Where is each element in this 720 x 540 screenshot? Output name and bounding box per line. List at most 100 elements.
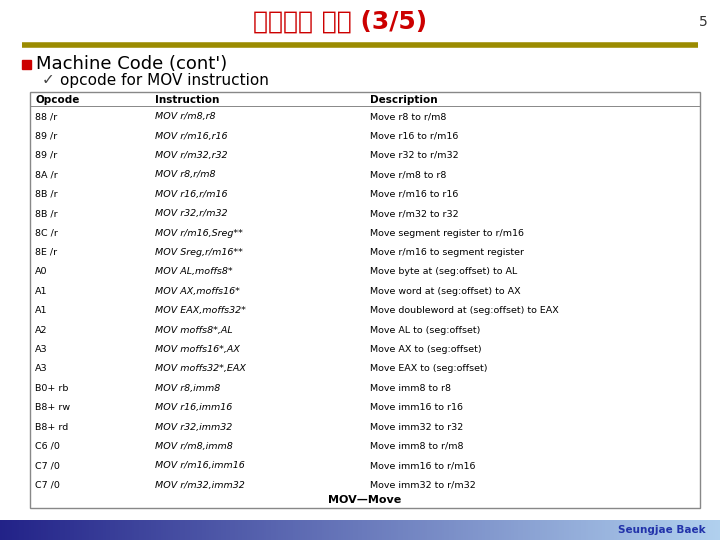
Bar	[261, 520, 264, 540]
Bar	[38, 520, 41, 540]
Bar	[473, 520, 476, 540]
Bar	[487, 520, 490, 540]
Bar	[578, 520, 581, 540]
Bar	[367, 520, 370, 540]
Bar	[266, 520, 269, 540]
Bar	[43, 520, 46, 540]
Bar	[22, 60, 31, 69]
Bar	[650, 520, 653, 540]
Bar	[689, 520, 692, 540]
Text: A1: A1	[35, 287, 48, 296]
Bar	[538, 520, 541, 540]
Text: MOV moffs8*,AL: MOV moffs8*,AL	[155, 326, 233, 335]
Bar	[598, 520, 600, 540]
Bar	[45, 520, 48, 540]
Bar	[0, 520, 3, 540]
Bar	[672, 520, 675, 540]
Text: Seungjae Baek: Seungjae Baek	[618, 525, 706, 535]
Text: B0+ rb: B0+ rb	[35, 384, 68, 393]
Bar	[180, 520, 183, 540]
Bar	[315, 520, 318, 540]
Bar	[216, 520, 219, 540]
Bar	[319, 520, 322, 540]
Text: C6 /0: C6 /0	[35, 442, 60, 451]
Bar	[14, 520, 17, 540]
Bar	[72, 520, 75, 540]
Bar	[302, 520, 305, 540]
Bar	[535, 520, 538, 540]
Bar	[348, 520, 351, 540]
Bar	[574, 520, 577, 540]
Bar	[63, 520, 66, 540]
Bar	[50, 520, 53, 540]
Text: Move AL to (seg:offset): Move AL to (seg:offset)	[370, 326, 480, 335]
Bar	[343, 520, 346, 540]
Bar	[341, 520, 343, 540]
Bar	[614, 520, 617, 540]
Bar	[542, 520, 545, 540]
Bar	[274, 520, 276, 540]
Text: C7 /0: C7 /0	[35, 481, 60, 490]
Bar	[41, 520, 44, 540]
Bar	[531, 520, 534, 540]
Bar	[336, 520, 339, 540]
Bar	[331, 520, 334, 540]
Bar	[569, 520, 572, 540]
Bar	[369, 520, 372, 540]
Bar	[79, 520, 82, 540]
Bar	[667, 520, 670, 540]
Text: 89 /r: 89 /r	[35, 151, 58, 160]
Bar	[365, 520, 368, 540]
Bar	[55, 520, 58, 540]
Text: Move word at (seg:offset) to AX: Move word at (seg:offset) to AX	[370, 287, 521, 296]
Bar	[617, 520, 620, 540]
Bar	[130, 520, 132, 540]
Bar	[333, 520, 336, 540]
Bar	[149, 520, 152, 540]
Bar	[562, 520, 564, 540]
Bar	[492, 520, 495, 540]
Bar	[240, 520, 243, 540]
Bar	[468, 520, 471, 540]
Text: MOV r/m32,imm32: MOV r/m32,imm32	[155, 481, 245, 490]
Bar	[228, 520, 231, 540]
Bar	[549, 520, 552, 540]
Bar	[619, 520, 622, 540]
Bar	[113, 520, 116, 540]
Bar	[70, 520, 73, 540]
Bar	[475, 520, 478, 540]
Text: Move EAX to (seg:offset): Move EAX to (seg:offset)	[370, 364, 487, 373]
Bar	[132, 520, 135, 540]
Bar	[127, 520, 130, 540]
Bar	[187, 520, 190, 540]
Bar	[439, 520, 442, 540]
Bar	[583, 520, 586, 540]
Bar	[593, 520, 595, 540]
Bar	[243, 520, 246, 540]
Bar	[715, 520, 718, 540]
Bar	[504, 520, 507, 540]
Bar	[675, 520, 678, 540]
Bar	[312, 520, 315, 540]
Text: Move AX to (seg:offset): Move AX to (seg:offset)	[370, 345, 482, 354]
Bar	[142, 520, 145, 540]
Bar	[711, 520, 714, 540]
Bar	[646, 520, 649, 540]
Bar	[391, 520, 394, 540]
Text: Machine Code (cont'): Machine Code (cont')	[36, 55, 228, 73]
Bar	[175, 520, 178, 540]
Bar	[233, 520, 235, 540]
Bar	[207, 520, 210, 540]
Text: A1: A1	[35, 306, 48, 315]
Bar	[581, 520, 584, 540]
Bar	[377, 520, 379, 540]
Bar	[346, 520, 348, 540]
Bar	[374, 520, 377, 540]
Bar	[621, 520, 624, 540]
Bar	[53, 520, 55, 540]
Bar	[153, 520, 156, 540]
Text: Move r16 to r/m16: Move r16 to r/m16	[370, 132, 459, 140]
Text: MOV r32,r/m32: MOV r32,r/m32	[155, 209, 228, 218]
Bar	[547, 520, 550, 540]
Bar	[221, 520, 224, 540]
